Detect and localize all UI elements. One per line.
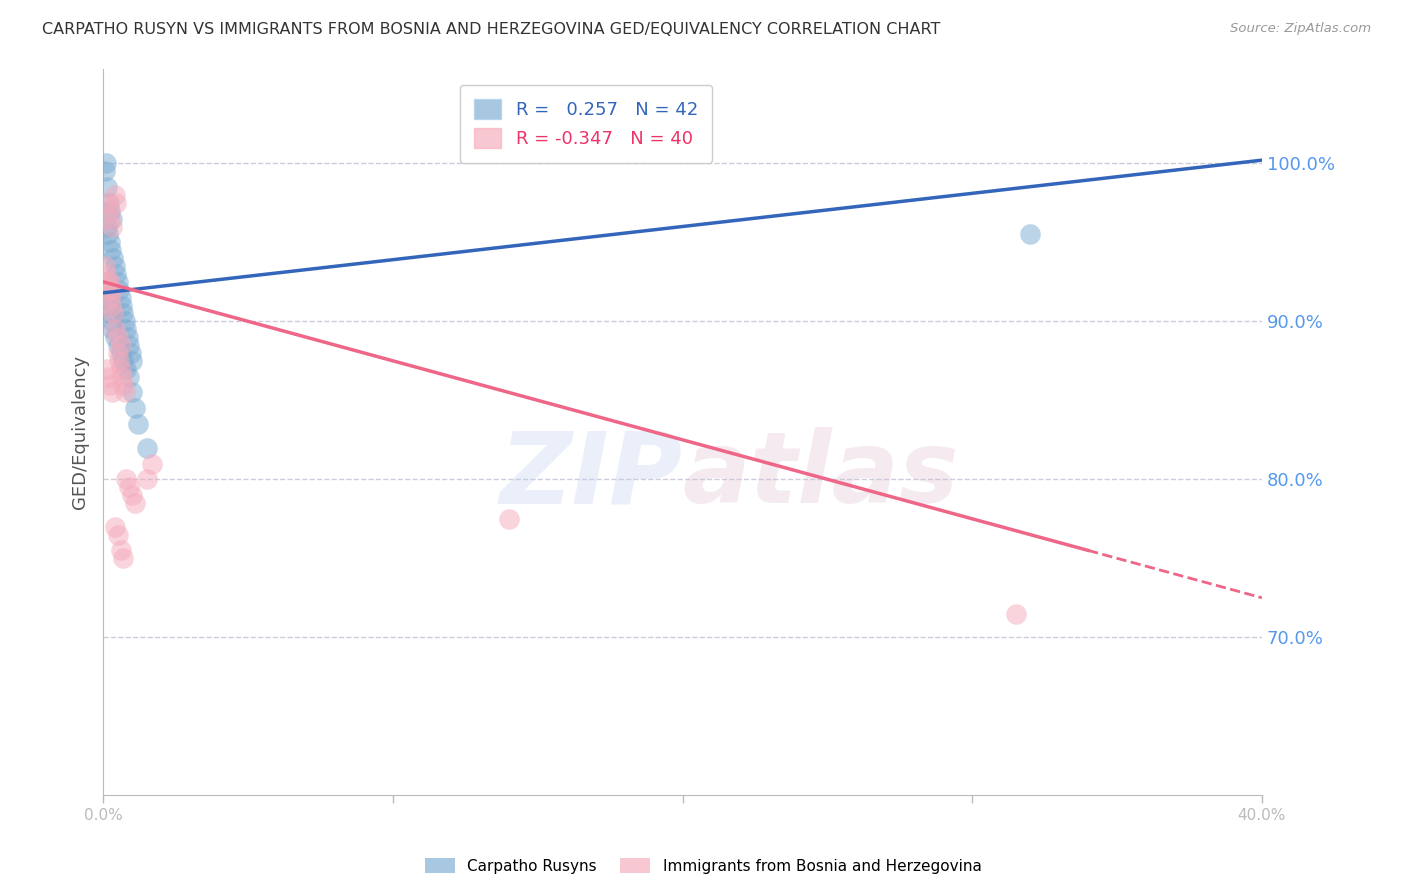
Legend: Carpatho Rusyns, Immigrants from Bosnia and Herzegovina: Carpatho Rusyns, Immigrants from Bosnia … [419,852,987,880]
Point [97,203,120,218]
Text: ZIP: ZIP [499,427,682,524]
Point [124,496,146,510]
Point [105,267,128,281]
Point [117,330,139,344]
Point [101,322,124,336]
Point [94,275,117,289]
Point [111,369,134,384]
Point [107,330,129,344]
Point [100,298,122,312]
Point [121,385,143,400]
Point [94,259,117,273]
Point [107,527,129,541]
Point [127,417,149,431]
Point [100,244,122,258]
Point [101,219,124,234]
Point [101,385,124,400]
Point [104,330,127,344]
Point [94,283,117,297]
Point [97,298,120,312]
Point [94,164,117,178]
Point [120,346,142,360]
Point [108,283,131,297]
Point [118,480,141,494]
Point [97,283,120,297]
Text: CARPATHO RUSYN VS IMMIGRANTS FROM BOSNIA AND HERZEGOVINA GED/EQUIVALENCY CORRELA: CARPATHO RUSYN VS IMMIGRANTS FROM BOSNIA… [42,22,941,37]
Point [107,275,129,289]
Point [114,314,136,328]
Point [124,401,146,416]
Point [98,275,121,289]
Point [110,361,132,376]
Point [115,322,138,336]
Point [118,369,141,384]
Point [115,472,138,486]
Point [135,472,157,486]
Y-axis label: GED/Equivalency: GED/Equivalency [72,355,89,509]
Point [141,457,163,471]
Point [96,219,118,234]
Point [121,488,143,502]
Point [135,441,157,455]
Point [101,283,124,297]
Point [118,338,141,352]
Point [112,306,135,320]
Point [96,275,118,289]
Point [111,298,134,312]
Point [96,195,118,210]
Point [1004,607,1026,621]
Point [105,195,128,210]
Point [100,306,122,320]
Point [96,180,118,194]
Point [104,519,127,533]
Point [110,346,132,360]
Point [97,369,120,384]
Point [100,377,122,392]
Point [114,385,136,400]
Point [96,291,118,305]
Point [97,195,120,210]
Point [112,377,135,392]
Point [110,338,132,352]
Point [100,211,122,226]
Point [97,227,120,242]
Point [104,188,127,202]
Point [112,353,135,368]
Point [110,543,132,558]
Text: Source: ZipAtlas.com: Source: ZipAtlas.com [1230,22,1371,36]
Point [94,267,117,281]
Point [121,353,143,368]
Point [96,361,118,376]
Text: atlas: atlas [682,427,959,524]
Point [100,203,122,218]
Point [104,322,127,336]
Legend: R =   0.257   N = 42, R = -0.347   N = 40: R = 0.257 N = 42, R = -0.347 N = 40 [460,85,713,162]
Point [110,291,132,305]
Point [115,361,138,376]
Point [108,353,131,368]
Point [1019,227,1042,242]
Point [498,512,520,526]
Point [107,346,129,360]
Point [112,551,135,566]
Point [98,291,121,305]
Point [101,211,124,226]
Point [94,156,117,170]
Point [98,235,121,250]
Point [101,314,124,328]
Point [104,259,127,273]
Point [107,338,129,352]
Point [103,306,125,320]
Point [103,251,125,265]
